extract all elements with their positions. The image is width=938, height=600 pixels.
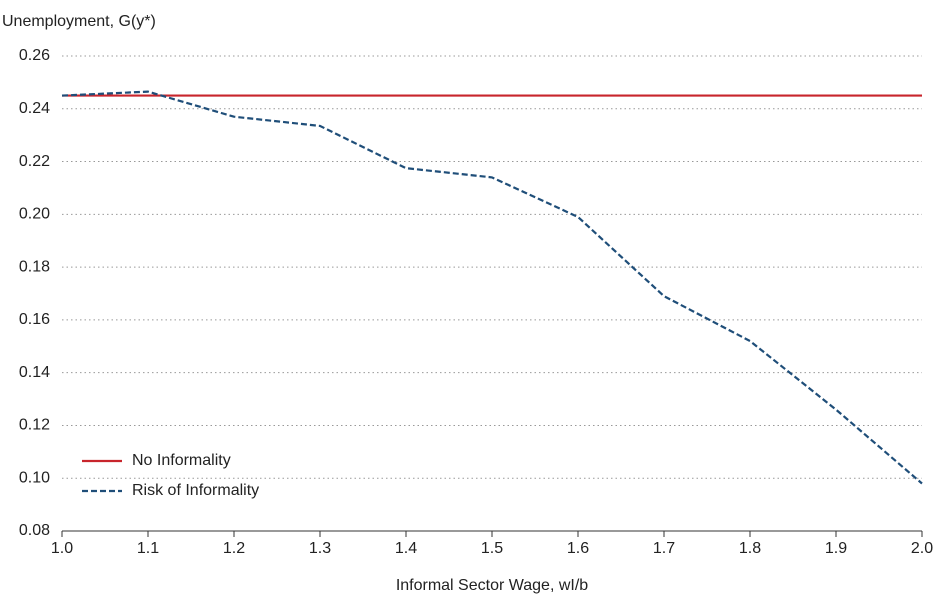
y-tick-label: 0.12 xyxy=(19,417,50,434)
y-tick-label: 0.24 xyxy=(19,100,50,117)
legend-label: Risk of Informality xyxy=(132,482,259,499)
x-tick-label: 1.0 xyxy=(51,540,73,557)
y-tick-label: 0.22 xyxy=(19,153,50,170)
x-tick-label: 2.0 xyxy=(911,540,933,557)
y-tick-label: 0.10 xyxy=(19,469,50,486)
x-tick-label: 1.9 xyxy=(825,540,847,557)
y-tick-label: 0.16 xyxy=(19,311,50,328)
x-tick-label: 1.2 xyxy=(223,540,245,557)
legend-label: No Informality xyxy=(132,452,231,469)
series-line xyxy=(61,90,923,485)
x-tick-label: 1.3 xyxy=(309,540,331,557)
y-axis-label: Unemployment, G(y*) xyxy=(2,13,156,30)
x-axis-label: Informal Sector Wage, wI/b xyxy=(396,577,588,594)
x-tick-label: 1.7 xyxy=(653,540,675,557)
y-tick-label: 0.26 xyxy=(19,47,50,64)
x-tick-label: 1.6 xyxy=(567,540,589,557)
x-tick-label: 1.5 xyxy=(481,540,503,557)
y-tick-label: 0.14 xyxy=(19,364,50,381)
y-tick-label: 0.20 xyxy=(19,206,50,223)
x-tick-label: 1.1 xyxy=(137,540,159,557)
x-tick-label: 1.4 xyxy=(395,540,417,557)
y-tick-label: 0.18 xyxy=(19,258,50,275)
y-tick-label: 0.08 xyxy=(19,522,50,539)
x-tick-label: 1.8 xyxy=(739,540,761,557)
